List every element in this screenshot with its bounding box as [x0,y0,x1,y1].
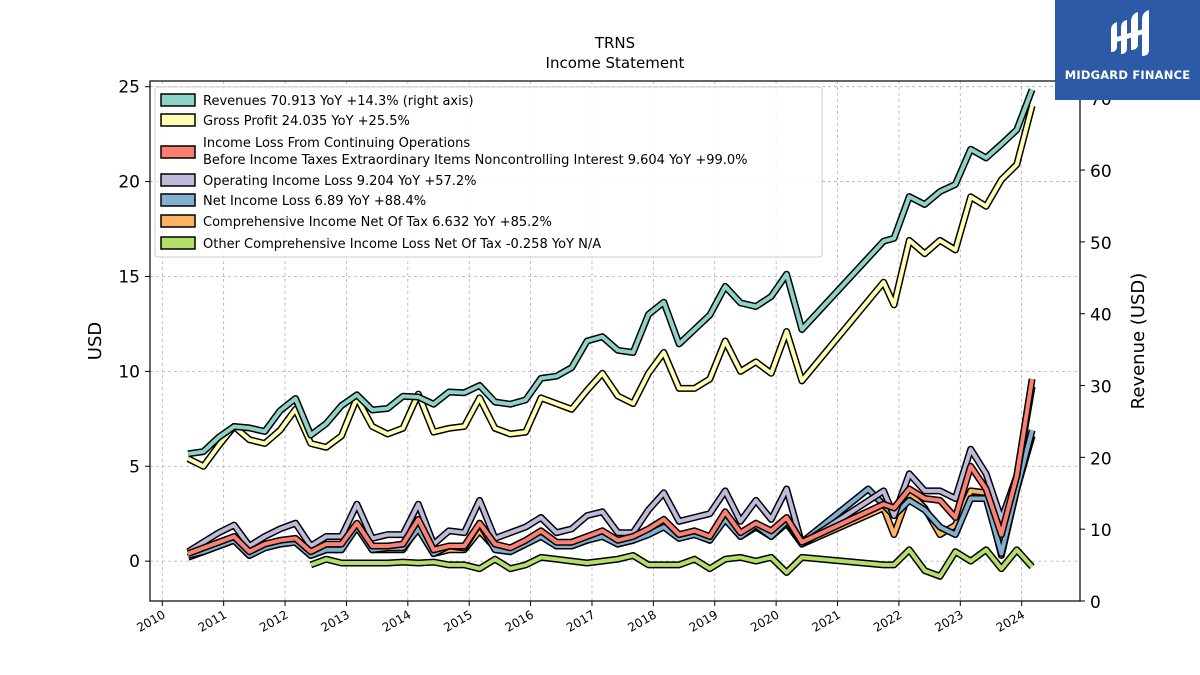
x-tick-label: 2012 [257,607,290,634]
legend-label-operating-income: Operating Income Loss 9.204 YoY +57.2% [203,174,477,189]
x-tick-label: 2015 [441,607,474,634]
legend-label-net-income: Net Income Loss 6.89 YoY +88.4% [203,194,426,209]
series-line-revenues [187,88,1034,456]
x-tick-label: 2011 [196,607,229,634]
x-tick-label: 2010 [134,607,167,634]
x-tick-label: 2018 [625,607,658,634]
y-right-tick-label: 40 [1090,306,1112,326]
x-tick-label: 2019 [687,607,720,634]
legend-label-revenues: Revenues 70.913 YoY +14.3% (right axis) [203,94,474,109]
legend-swatch-gross-profit [160,113,196,127]
y-tick-label: 15 [118,267,140,287]
series-line-other-comprehensive-income-loss-net-of-tax [310,547,1034,579]
legend-swatch-net-income [160,193,196,207]
legend-swatch-operating-income [160,173,196,187]
y-axis-right-label: Revenue (USD) [1128,273,1149,410]
legend-swatch-comprehensive-income [160,214,196,228]
y-tick-label: 5 [129,457,140,477]
series-line-net-income-loss [187,429,1035,558]
legend-label-other-comprehensive-income: Other Comprehensive Income Loss Net Of T… [203,237,601,252]
y-tick-label: 20 [118,173,140,193]
y-right-tick-label: 20 [1090,449,1112,469]
legend-label-pretax-income-line1: Income Loss From Continuing Operations [203,136,470,151]
x-tick-label: 2017 [564,607,597,634]
y-tick-label: 25 [118,78,140,98]
plot-frame [149,80,1081,602]
midgard-finance-logo: MIDGARD FINANCE [1055,0,1200,100]
x-tick-label: 2013 [318,607,351,634]
chart-subtitle: Income Statement [546,54,685,72]
y-right-tick-label: 0 [1090,593,1101,613]
x-tick-label: 2014 [380,607,413,634]
y-tick-label: 0 [129,552,140,572]
legend-box [154,86,823,258]
y-right-tick-label: 60 [1090,162,1112,182]
legend-label-pretax-income-line2: Before Income Taxes Extraordinary Items … [203,153,748,168]
legend-label-comprehensive-income: Comprehensive Income Net Of Tax 6.632 Yo… [203,215,552,230]
y-axis-label: USD [85,322,106,360]
x-tick-label: 2020 [748,607,781,634]
x-tick-label: 2022 [871,607,904,634]
x-axis: 2010 2011 2012 2013 2014 2015 2016 2017 2018 2019… [134,601,1027,635]
series-outline-operating-income-loss [186,385,1036,555]
legend: Revenues 70.913 YoY +14.3% (right axis) … [154,86,823,258]
chart-title: TRNS [594,34,635,52]
x-tick-label: 2016 [503,607,536,634]
x-tick-label: 2024 [994,607,1027,634]
legend-swatch-other-comprehensive-income [160,236,196,250]
y-right-tick-label: 10 [1090,521,1112,541]
series-line-gross-profit [187,105,1035,469]
series-lines [186,88,1036,580]
x-tick-label: 2021 [810,607,843,634]
series-line-income-loss-from-continuing-operations-before-income-taxes-extraordinary-items-noncontrolling-interest [187,378,1035,556]
legend-label-gross-profit: Gross Profit 24.035 YoY +25.5% [203,114,410,129]
y-tick-label: 10 [118,362,140,382]
legend-swatch-pretax-income [160,145,196,159]
y-right-tick-label: 50 [1090,234,1112,254]
y-right-tick-label: 30 [1090,378,1112,398]
legend-swatch-revenues [160,93,196,107]
logo-mark-icon [1111,10,1149,56]
left-y-axis: 0 5 10 15 20 25 [118,78,150,572]
x-tick-label: 2023 [932,607,965,634]
logo-text: MIDGARD FINANCE [1064,68,1191,82]
